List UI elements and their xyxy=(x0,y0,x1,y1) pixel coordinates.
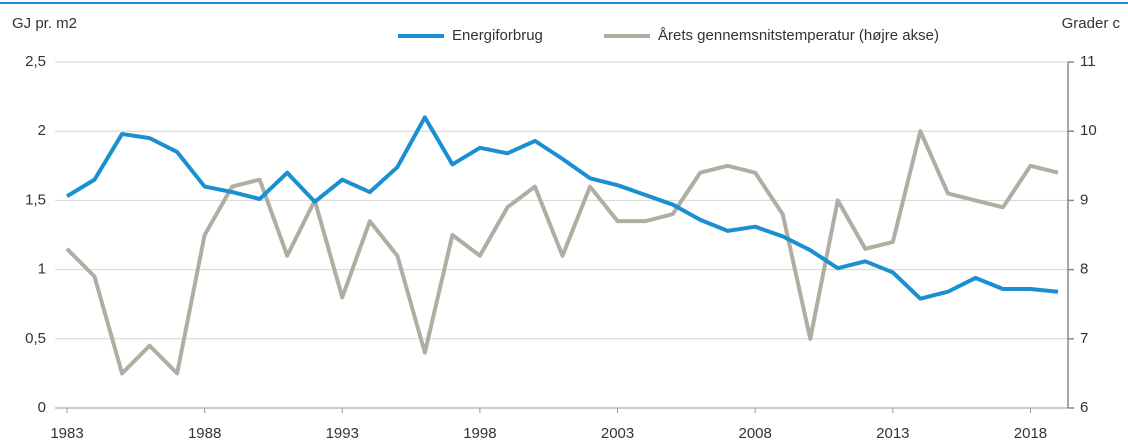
x-tick-label: 1983 xyxy=(50,425,83,442)
x-tick-label: 1993 xyxy=(326,425,359,442)
y2-tick-label: 10 xyxy=(1080,122,1097,139)
y-tick-label: 2 xyxy=(38,122,46,139)
series-line xyxy=(65,129,1059,376)
x-tick-label: 2003 xyxy=(601,425,634,442)
y-tick-label: 1,5 xyxy=(25,191,46,208)
y-tick-label: 2,5 xyxy=(25,53,46,70)
y2-axis-label: Grader c xyxy=(1062,15,1121,32)
y-axis-label: GJ pr. m2 xyxy=(12,15,77,32)
legend-label: Årets gennemsnitstemperatur (højre akse) xyxy=(658,27,939,44)
y2-tick-label: 8 xyxy=(1080,261,1088,278)
y2-tick-label: 11 xyxy=(1080,53,1096,70)
y2-tick-label: 6 xyxy=(1080,399,1088,416)
y2-tick-label: 9 xyxy=(1080,191,1088,208)
series-line xyxy=(65,115,1059,301)
x-tick-label: 2008 xyxy=(739,425,772,442)
y-tick-label: 0,5 xyxy=(25,330,46,347)
x-tick-label: 2013 xyxy=(876,425,909,442)
y-tick-label: 1 xyxy=(38,261,46,278)
x-tick-label: 1998 xyxy=(463,425,496,442)
y-tick-label: 0 xyxy=(38,399,46,416)
x-tick-label: 1988 xyxy=(188,425,221,442)
x-tick-label: 2018 xyxy=(1014,425,1047,442)
legend-label: Energiforbrug xyxy=(452,27,543,44)
y2-tick-label: 7 xyxy=(1080,330,1088,347)
